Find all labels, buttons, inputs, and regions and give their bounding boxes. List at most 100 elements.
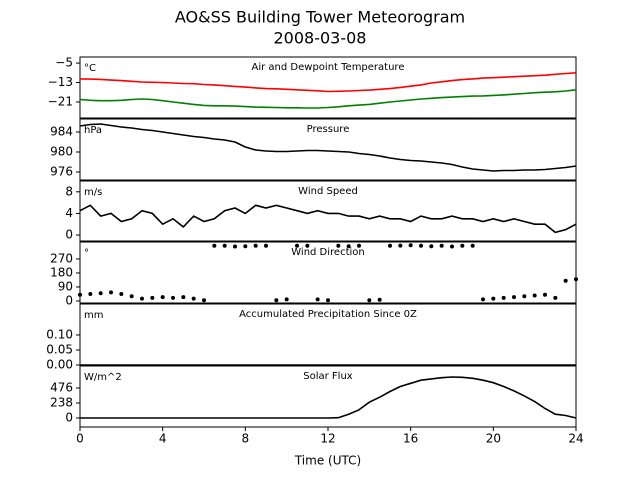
scatter-point [346, 244, 351, 249]
scatter-point [326, 298, 330, 303]
y-tick-label: 0 [65, 228, 73, 242]
scatter-point [429, 244, 434, 249]
x-tick-label: 0 [76, 432, 84, 446]
scatter-point [78, 292, 82, 297]
scatter-point [150, 295, 155, 300]
series-line [79, 123, 577, 172]
y-tick-label: 238 [50, 395, 73, 409]
scatter-point [264, 243, 268, 248]
y-tick-label: −5 [55, 56, 73, 70]
y-tick-label: −21 [48, 94, 73, 108]
scatter-point [460, 243, 465, 248]
scatter-point [336, 243, 341, 248]
scatter-point [191, 296, 196, 301]
scatter-point [522, 294, 527, 299]
y-tick-label: 984 [50, 125, 73, 139]
panel-frame [79, 118, 577, 181]
panel-title: Air and Dewpoint Temperature [252, 62, 405, 73]
y-tick-label: 0.10 [46, 327, 73, 341]
y-tick-label: 4 [65, 206, 73, 220]
panel-frame [79, 180, 577, 242]
panel-unit: ° [84, 248, 89, 259]
scatter-point [563, 278, 568, 283]
scatter-point [119, 291, 124, 296]
y-tick-label: −13 [48, 75, 73, 89]
scatter-point [243, 244, 248, 249]
y-tick-label: 270 [50, 251, 73, 265]
scatter-point [408, 243, 413, 248]
scatter-point [109, 290, 113, 295]
series-line [79, 72, 577, 93]
y-tick-label: 180 [50, 265, 73, 279]
panel-title: Pressure [307, 124, 350, 135]
scatter-point [574, 277, 578, 282]
y-tick-label: 980 [50, 145, 73, 159]
panel-title: Wind Direction [291, 247, 365, 258]
scatter-point [398, 243, 403, 248]
scatter-point [543, 292, 547, 297]
y-tick-label: 476 [50, 380, 73, 394]
panel-frame [79, 56, 577, 119]
scatter-point [388, 243, 392, 248]
scatter-point [377, 297, 382, 302]
scatter-point [512, 295, 516, 300]
series-line [80, 376, 577, 419]
scatter-point [222, 243, 227, 248]
y-tick-label: 0.05 [46, 342, 73, 356]
panel-title: Wind Speed [298, 186, 358, 197]
scatter-point [491, 296, 496, 301]
chart-title: AO&SS Building Tower Meteorogram [175, 8, 465, 27]
chart-subtitle: 2008-03-08 [274, 29, 367, 48]
scatter-point [284, 297, 289, 302]
y-tick-label: 0 [65, 293, 73, 307]
scatter-point [202, 298, 206, 303]
panel-unit: W/m^2 [84, 372, 122, 383]
panel-title: Accumulated Precipitation Since 0Z [239, 309, 417, 320]
series-line [79, 204, 577, 234]
x-tick-label: 4 [159, 432, 167, 446]
panel-unit: °C [84, 63, 96, 74]
scatter-point [305, 243, 310, 248]
panel-unit: mm [84, 310, 103, 321]
x-tick-label: 12 [320, 432, 335, 446]
x-tick-label: 20 [486, 432, 501, 446]
panel-unit: hPa [84, 125, 102, 136]
scatter-point [450, 244, 454, 249]
panel-unit: m/s [84, 187, 102, 198]
scatter-point [501, 295, 506, 300]
scatter-point [481, 297, 485, 302]
scatter-point [171, 295, 175, 300]
scatter-point [532, 293, 537, 298]
x-tick-label: 24 [568, 432, 583, 446]
y-tick-label: 8 [65, 184, 73, 198]
x-tick-label: 16 [403, 432, 418, 446]
y-tick-label: 0.00 [46, 358, 73, 372]
scatter-point [212, 243, 217, 248]
y-tick-label: 0 [65, 410, 73, 424]
y-tick-label: 90 [58, 279, 73, 293]
scatter-point [470, 243, 475, 248]
scatter-point [181, 295, 186, 300]
scatter-point [315, 297, 320, 302]
scatter-point [88, 291, 93, 296]
scatter-point [233, 244, 237, 249]
scatter-point [553, 295, 558, 300]
scatter-point [140, 296, 144, 301]
scatter-point [419, 243, 423, 248]
y-tick-label: 976 [50, 165, 73, 179]
x-tick-label: 8 [242, 432, 250, 446]
panel-title: Solar Flux [303, 371, 353, 382]
scatter-point [253, 243, 258, 248]
scatter-point [274, 298, 279, 303]
scatter-point [129, 294, 134, 299]
scatter-point [160, 295, 165, 300]
scatter-point [295, 243, 299, 248]
scatter-point [439, 243, 444, 248]
scatter-point [367, 298, 372, 303]
series-line [79, 89, 577, 109]
x-axis-label: Time (UTC) [294, 454, 361, 468]
scatter-point [98, 291, 103, 296]
scatter-point [357, 243, 361, 248]
